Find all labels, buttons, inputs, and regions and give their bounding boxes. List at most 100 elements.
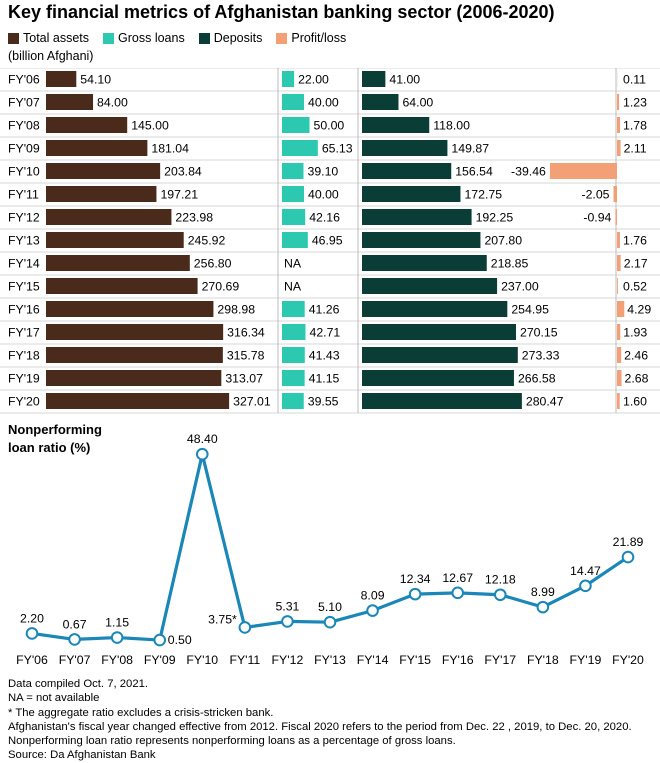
npl-value-label: 1.15: [105, 616, 129, 630]
npl-point: [69, 634, 80, 645]
legend-swatch-profit-loss: [276, 33, 287, 44]
gross-loans-label: 50.00: [314, 119, 345, 133]
deposits-label: 280.47: [526, 395, 564, 409]
x-tick-label: FY'18: [527, 653, 559, 667]
deposits-label: 64.00: [402, 96, 433, 110]
legend-swatch-deposits: [199, 33, 210, 44]
npl-point: [580, 581, 591, 592]
total-assets-label: 315.78: [227, 349, 265, 363]
legend-item-profit-loss: Profit/loss: [276, 31, 346, 45]
deposits-bar: [362, 186, 460, 202]
gross-loans-bar: [282, 393, 304, 409]
deposits-label: 149.87: [451, 142, 489, 156]
gross-loans-label: 40.00: [308, 96, 339, 110]
gross-loans-label: 22.00: [298, 73, 329, 87]
x-tick-label: FY'15: [399, 653, 431, 667]
total-assets-bar: [46, 232, 184, 248]
gross-loans-bar: [282, 370, 305, 386]
deposits-label: 270.15: [520, 326, 558, 340]
profit-loss-bar: [617, 255, 621, 271]
category-label: FY'12: [8, 211, 40, 225]
deposits-label: 156.54: [455, 165, 493, 179]
total-assets-bar: [46, 117, 127, 133]
x-tick-label: FY'10: [186, 653, 218, 667]
deposits-label: 237.00: [501, 280, 539, 294]
gross-loans-label: NA: [284, 280, 302, 294]
profit-loss-label: 1.76: [623, 234, 647, 248]
x-tick-label: FY'09: [144, 653, 176, 667]
npl-value-label: 21.89: [613, 535, 644, 549]
npl-point: [325, 617, 336, 628]
profit-loss-bar: [617, 278, 618, 294]
category-label: FY'11: [8, 188, 39, 202]
gross-loans-label: 41.15: [309, 372, 340, 386]
npl-point: [495, 589, 506, 600]
deposits-bar: [362, 255, 487, 271]
deposits-bar: [362, 117, 429, 133]
total-assets-label: 270.69: [202, 280, 240, 294]
profit-loss-bar: [617, 94, 619, 110]
npl-value-label: 48.40: [187, 432, 218, 446]
npl-value-label: 5.10: [318, 600, 342, 614]
profit-loss-label: 1.60: [623, 395, 647, 409]
category-label: FY'17: [8, 326, 40, 340]
deposits-label: 41.00: [389, 73, 420, 87]
legend-label-deposits: Deposits: [214, 31, 263, 45]
unit-label: (billion Afghani): [8, 49, 93, 63]
x-tick-label: FY'12: [272, 653, 304, 667]
line-chart-title: Nonperforming loan ratio (%): [8, 421, 128, 457]
gross-loans-bar: [282, 347, 305, 363]
total-assets-bar: [46, 324, 223, 340]
total-assets-label: 145.00: [131, 119, 169, 133]
gross-loans-bar: [282, 71, 294, 87]
total-assets-label: 197.21: [160, 188, 198, 202]
legend-item-total-assets: Total assets: [8, 31, 89, 45]
total-assets-label: 54.10: [80, 73, 111, 87]
npl-point: [538, 602, 549, 613]
gross-loans-bar: [282, 140, 318, 156]
profit-loss-bar: [617, 301, 624, 317]
deposits-label: 254.95: [511, 303, 549, 317]
category-label: FY'20: [8, 395, 40, 409]
profit-loss-bar: [550, 163, 617, 179]
note-source: Source: Da Afghanistan Bank: [8, 748, 632, 762]
legend-item-gross-loans: Gross loans: [103, 31, 185, 45]
gross-loans-label: 40.00: [308, 188, 339, 202]
category-label: FY'08: [8, 119, 40, 133]
profit-loss-bar: [615, 209, 617, 225]
total-assets-bar: [46, 255, 190, 271]
note-fiscal-year: Afghanistan's fiscal year changed effect…: [8, 720, 632, 734]
total-assets-label: 313.07: [225, 372, 263, 386]
note-na: NA = not available: [8, 691, 632, 705]
deposits-bar: [362, 232, 480, 248]
total-assets-label: 84.00: [97, 96, 128, 110]
category-label: FY'13: [8, 234, 40, 248]
npl-value-label: 0.67: [63, 617, 87, 631]
profit-loss-label: 2.17: [624, 257, 648, 271]
category-label: FY'19: [8, 372, 40, 386]
npl-point: [452, 588, 463, 599]
note-compiled: Data compiled Oct. 7, 2021.: [8, 677, 632, 691]
profit-loss-bar: [617, 393, 620, 409]
npl-point: [410, 589, 421, 600]
deposits-bar: [362, 347, 518, 363]
total-assets-label: 203.84: [164, 165, 202, 179]
npl-point: [27, 628, 38, 639]
total-assets-label: 256.80: [194, 257, 232, 271]
category-label: FY'18: [8, 349, 40, 363]
legend-item-deposits: Deposits: [199, 31, 263, 45]
deposits-label: 273.33: [522, 349, 560, 363]
x-tick-label: FY'14: [357, 653, 389, 667]
npl-value-label: 0.50: [168, 633, 192, 647]
profit-loss-label: 4.29: [627, 303, 651, 317]
profit-loss-bar: [617, 347, 621, 363]
profit-loss-bar: [617, 232, 620, 248]
category-label: FY'10: [8, 165, 40, 179]
deposits-label: 207.80: [484, 234, 522, 248]
total-assets-label: 316.34: [227, 326, 265, 340]
note-asterisk: * The aggregate ratio excludes a crisis-…: [8, 706, 632, 720]
x-tick-label: FY'08: [101, 653, 133, 667]
total-assets-label: 327.01: [233, 395, 271, 409]
x-tick-label: FY'20: [612, 653, 644, 667]
total-assets-bar: [46, 94, 93, 110]
